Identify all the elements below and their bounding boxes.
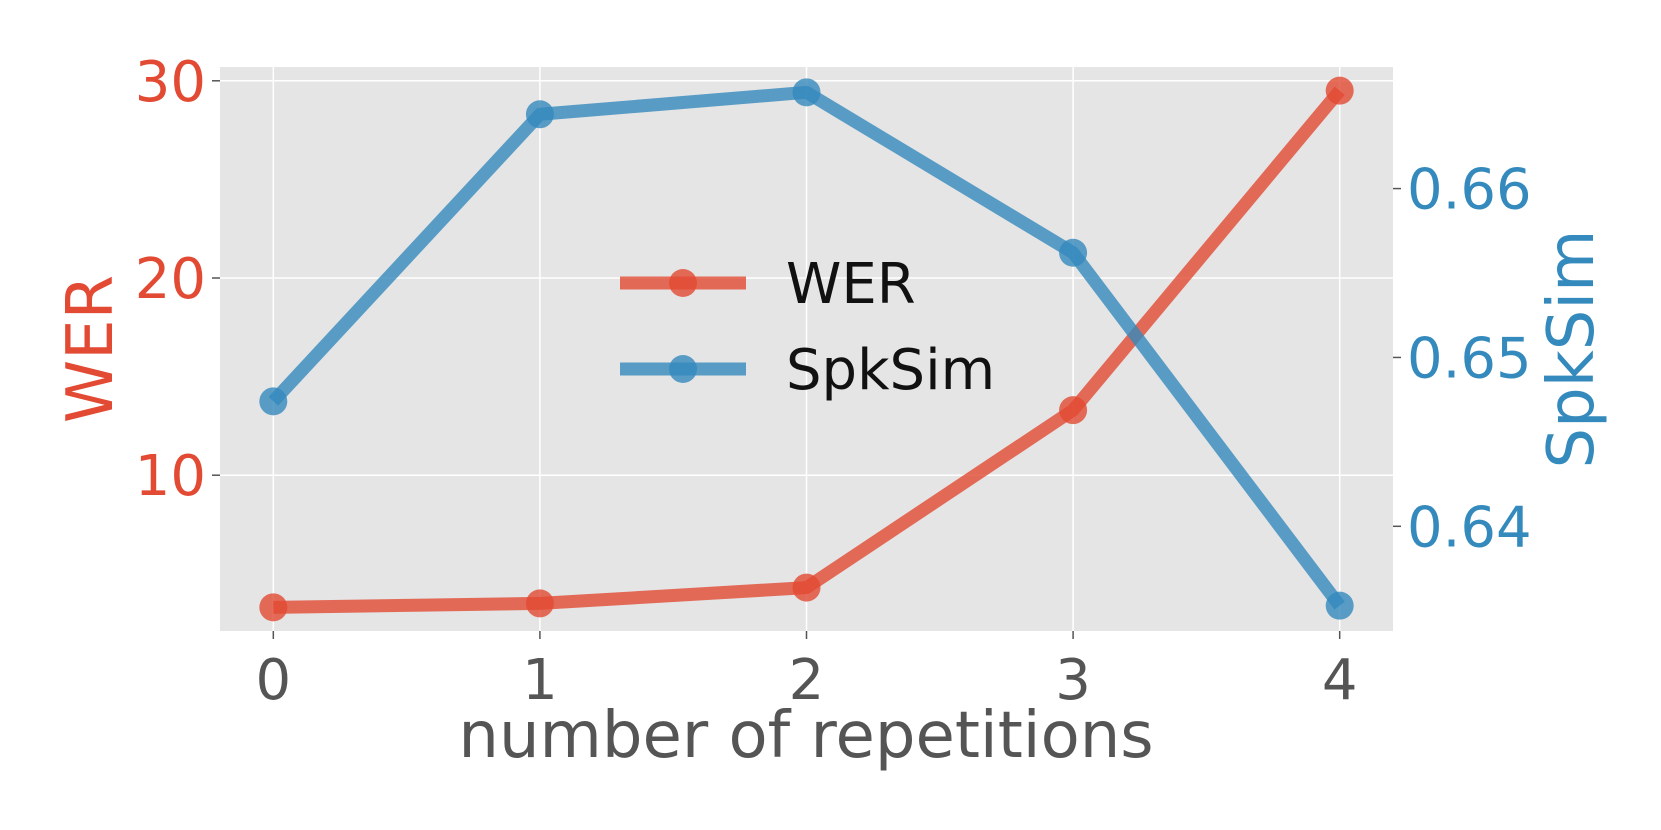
x-tick-label: 3 [1055, 648, 1091, 713]
y-left-tick-label: 10 [135, 444, 206, 509]
axis-ticks: 0 1 2 3 4 10 20 30 0.64 0.65 0.66 [135, 50, 1532, 713]
wer-data-point [1059, 396, 1088, 425]
y-axis-right-label: SpkSim [1535, 229, 1609, 468]
grid-lines [220, 67, 1393, 631]
spksim-data-point [792, 78, 821, 107]
y-axis-left-label: WER [54, 275, 128, 423]
spksim-data-point [259, 387, 288, 416]
x-tick-label: 1 [522, 648, 558, 713]
series-layer [259, 76, 1354, 622]
spksim-data-point [1325, 591, 1354, 620]
y-right-tick-label: 0.64 [1407, 495, 1532, 560]
wer-data-point [259, 593, 288, 622]
legend-wer-label: WER [786, 252, 916, 317]
x-axis-label: number of repetitions [458, 699, 1153, 773]
legend-spksim-label: SpkSim [786, 338, 995, 403]
y-left-tick-label: 30 [135, 50, 206, 115]
y-right-tick-label: 0.65 [1407, 326, 1532, 391]
spksim-data-point [525, 100, 554, 129]
x-tick-label: 2 [789, 648, 825, 713]
legend: WER SpkSim [620, 252, 995, 403]
legend-spksim-marker [669, 355, 697, 383]
y-right-tick-label: 0.66 [1407, 158, 1532, 223]
wer-data-point [525, 589, 554, 618]
wer-data-point [792, 573, 821, 602]
wer-data-point [1325, 76, 1354, 105]
spksim-data-point [1059, 238, 1088, 267]
y-left-tick-label: 20 [135, 247, 206, 312]
x-tick-label: 0 [255, 648, 291, 713]
legend-wer-marker [669, 269, 697, 297]
x-tick-label: 4 [1322, 648, 1358, 713]
